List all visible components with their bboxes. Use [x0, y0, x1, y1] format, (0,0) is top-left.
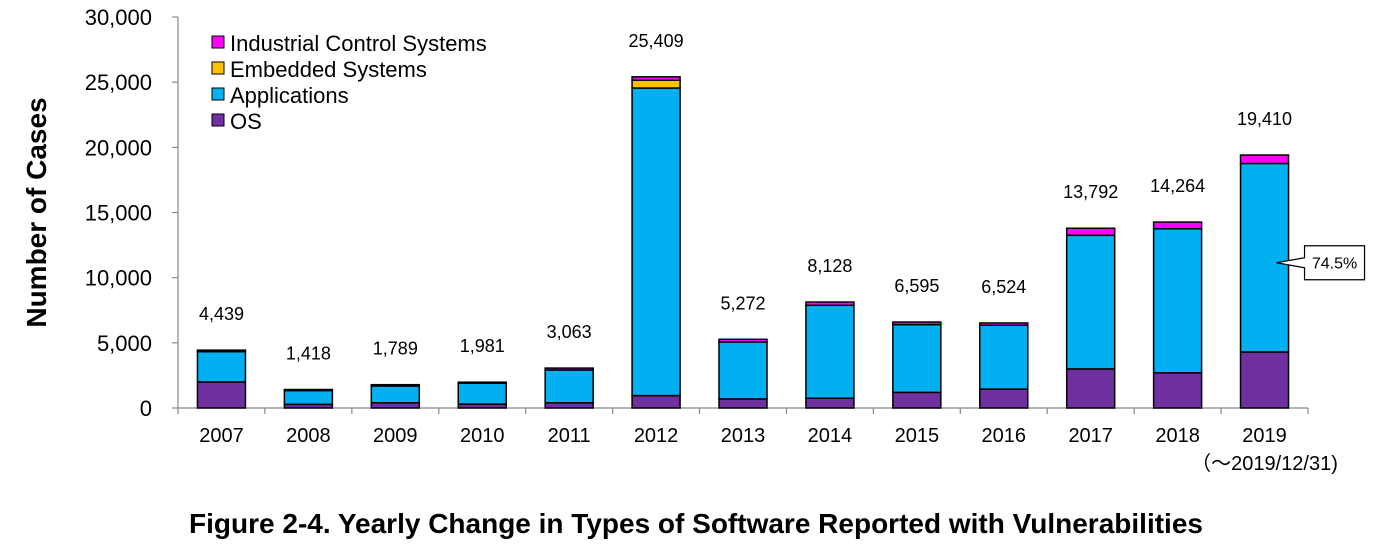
x-tick-label: 2009 [373, 425, 418, 447]
stacked-bar-chart: Number of Cases 0 5,000 10,000 15,000 20,000… [21, 5, 1366, 475]
bar-industrial-control-systems [196, 349, 247, 353]
bar-embedded-systems [631, 79, 681, 89]
bar-os [196, 381, 247, 409]
callout-label: 74.5% [1312, 256, 1357, 273]
bar-os [892, 391, 942, 409]
x-tick-label: 2008 [286, 425, 331, 447]
bar-os [1239, 351, 1290, 409]
x-tick-label: 2014 [808, 425, 853, 447]
total-label: 1,789 [373, 339, 418, 359]
total-label: 6,524 [981, 277, 1026, 297]
y-tick-label: 10,000 [85, 266, 152, 291]
total-label: 8,128 [807, 256, 852, 276]
bar-industrial-control-systems [370, 383, 421, 387]
x-axis: 2007 2008 2009 2010 2011 2012 2013 2014 2015 2016… [177, 408, 1338, 475]
bar-applications [544, 369, 594, 404]
x-tick-label: 2013 [721, 425, 766, 447]
total-label: 3,063 [547, 322, 592, 342]
legend-swatch [211, 87, 225, 101]
bar-industrial-control-systems [805, 301, 855, 307]
total-label: 25,409 [629, 31, 684, 51]
legend-label: OS [230, 109, 262, 134]
legend-label: Industrial Control Systems [230, 31, 487, 56]
bar-industrial-control-systems [631, 76, 681, 81]
total-label: 1,418 [286, 344, 331, 364]
bar-applications [631, 87, 681, 397]
y-tick-label: 15,000 [85, 201, 152, 226]
bar-applications [979, 324, 1029, 390]
bar-applications [892, 323, 942, 394]
bar-industrial-control-systems [979, 322, 1029, 326]
bar-os [1065, 368, 1116, 409]
x-tick-label: 2015 [895, 425, 940, 447]
y-tick-label: 0 [140, 396, 152, 421]
bar-applications [457, 382, 507, 405]
bar-os [370, 402, 421, 409]
bar-applications [370, 385, 421, 404]
bar-applications [1152, 228, 1203, 374]
total-label: 6,595 [894, 276, 939, 296]
total-label: 4,439 [199, 304, 244, 324]
y-tick-label: 5,000 [97, 331, 152, 356]
x-tick-label: 2012 [634, 425, 679, 447]
total-label: 19,410 [1237, 109, 1292, 129]
total-label: 1,981 [460, 336, 505, 356]
y-tick-label: 25,000 [85, 70, 152, 95]
legend-swatch [211, 113, 225, 127]
bar-os [631, 394, 681, 409]
bar-industrial-control-systems [1065, 227, 1116, 237]
bar-os [544, 402, 594, 409]
bar-os [718, 398, 768, 409]
bar-os [1152, 372, 1203, 409]
x-tick-sublabel: （～2019/12/31) [1191, 452, 1338, 475]
bar-applications [1239, 162, 1290, 353]
bar-industrial-control-systems [718, 338, 768, 343]
bar-industrial-control-systems [1239, 154, 1290, 165]
total-label: 5,272 [720, 293, 765, 313]
x-tick-label: 2016 [982, 425, 1027, 447]
total-labels: 4,439 1,418 1,789 1,981 3,063 25,409 5,272 8,12… [199, 31, 1292, 364]
bar-applications [196, 350, 247, 383]
bar-industrial-control-systems [544, 367, 594, 371]
bar-industrial-control-systems [283, 388, 334, 392]
bar-industrial-control-systems [892, 321, 942, 326]
bar-os [805, 397, 855, 409]
callout-box [1276, 245, 1366, 281]
bar-applications [283, 389, 334, 406]
y-axis: 0 5,000 10,000 15,000 20,000 25,000 30,000 [85, 5, 1308, 421]
x-tick-label: 2017 [1068, 425, 1113, 447]
bar-os [979, 388, 1029, 409]
legend-label: Applications [230, 83, 349, 108]
bar-applications [1065, 234, 1116, 370]
y-axis-label: Number of Cases [21, 97, 52, 327]
y-tick-label: 30,000 [85, 5, 152, 30]
total-label: 14,264 [1150, 176, 1205, 196]
bars [196, 76, 1290, 409]
x-tick-label: 2018 [1155, 425, 1200, 447]
bar-applications [805, 304, 855, 399]
x-tick-label: 2010 [460, 425, 505, 447]
legend-label: Embedded Systems [230, 57, 427, 82]
legend-swatch [211, 61, 225, 75]
figure-caption: Figure 2-4. Yearly Change in Types of So… [189, 508, 1203, 539]
bar-industrial-control-systems [1152, 221, 1203, 230]
x-tick-label: 2007 [199, 425, 244, 447]
legend-swatch [211, 35, 225, 49]
x-tick-label: 2019 [1242, 425, 1287, 447]
total-label: 13,792 [1063, 182, 1118, 202]
bar-industrial-control-systems [457, 381, 507, 384]
percentage-callout: 74.5% [1276, 245, 1366, 281]
y-tick-label: 20,000 [85, 135, 152, 160]
bar-applications [718, 341, 768, 400]
x-tick-label: 2011 [548, 425, 591, 447]
